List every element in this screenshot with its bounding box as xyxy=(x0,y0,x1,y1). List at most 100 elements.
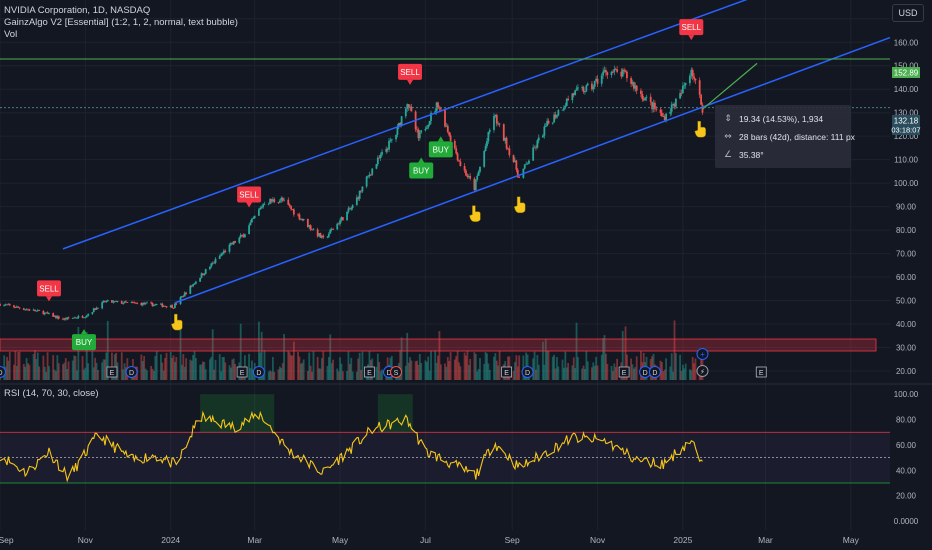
candle-body xyxy=(238,237,241,243)
candle-body xyxy=(92,308,95,313)
candle-body xyxy=(214,258,217,263)
candle-body xyxy=(669,111,672,114)
volume-bar xyxy=(34,350,36,380)
volume-bar xyxy=(456,350,459,380)
candle-body xyxy=(189,285,192,294)
volume-bar xyxy=(444,363,446,380)
volume-bar xyxy=(376,353,379,380)
volume-bar xyxy=(175,357,178,380)
candle-body xyxy=(87,314,90,316)
volume-bar xyxy=(263,350,266,380)
volume-bar xyxy=(681,364,684,380)
candle-body xyxy=(670,104,673,112)
currency-button[interactable]: USD xyxy=(892,4,924,22)
candle-body xyxy=(515,160,518,170)
volume-bar xyxy=(204,369,207,380)
candle-body xyxy=(640,90,642,94)
volume-bar xyxy=(406,332,409,380)
price-grid xyxy=(0,0,890,530)
time-tick-label: Nov xyxy=(590,535,606,545)
volume-bar xyxy=(567,362,570,380)
indicator-title[interactable]: GainzAlgo V2 [Essential] (1:2, 1, 2, nor… xyxy=(4,17,238,28)
candle-body xyxy=(136,303,139,304)
volume-bar xyxy=(516,366,519,380)
candle-body xyxy=(444,109,446,127)
volume-bar xyxy=(164,357,167,380)
candle-body xyxy=(153,304,155,307)
candle-body xyxy=(396,126,399,135)
volume-bar xyxy=(672,371,674,380)
candle-body xyxy=(504,137,507,141)
candle-body xyxy=(292,209,295,215)
candle-body xyxy=(36,310,39,311)
volume-bar xyxy=(459,366,462,380)
symbol-title[interactable]: NVIDIA Corporation, 1D, NASDAQ xyxy=(4,5,151,16)
volume-bar xyxy=(336,368,339,380)
volume-bar xyxy=(174,361,176,380)
candle-body xyxy=(74,317,77,319)
volume-bar xyxy=(17,352,20,380)
candle-body xyxy=(64,318,67,320)
candle-body xyxy=(497,123,500,125)
volume-bar xyxy=(469,358,472,380)
volume-bar xyxy=(77,327,80,380)
candle-body xyxy=(507,148,509,150)
volume-bar xyxy=(64,358,67,380)
candle-body xyxy=(486,141,488,147)
measure-price-row: ⇕ 19.34 (14.53%), 1,934 xyxy=(723,114,823,124)
candle-body xyxy=(116,301,119,302)
candle-body xyxy=(502,124,505,141)
candle-body xyxy=(290,206,292,209)
candle-body xyxy=(465,170,467,176)
candle-body xyxy=(479,166,481,172)
price-tick-label: 60.00 xyxy=(896,273,917,282)
volume-bar xyxy=(553,354,556,380)
candle-body xyxy=(602,71,605,76)
candle-body xyxy=(183,292,186,297)
rsi-tick-label: 0.0000 xyxy=(894,517,919,526)
volume-bar xyxy=(312,351,315,380)
candle-body xyxy=(498,123,501,125)
volume-bar xyxy=(542,341,544,380)
dividend-marker xyxy=(648,366,661,378)
candle-body xyxy=(351,205,354,209)
volume-bar xyxy=(358,352,361,380)
candle-body xyxy=(435,102,438,112)
volume-bar xyxy=(437,355,439,380)
volume-bar xyxy=(670,353,673,380)
volume-bar xyxy=(435,362,438,380)
volume-bar xyxy=(57,363,60,380)
rsi-title[interactable]: RSI (14, 70, 30, close) xyxy=(4,388,99,399)
volume-bar xyxy=(74,356,77,380)
lightning-icon: ⚡ xyxy=(700,368,705,376)
volume-bar xyxy=(210,356,213,380)
volume-bar xyxy=(224,362,227,380)
candle-body xyxy=(385,148,388,152)
price-axis[interactable]: 20.00 30.00 40.00 50.00 60.00 70.00 80.00 90.00… xyxy=(894,15,919,376)
price-tick-label: 100.00 xyxy=(894,179,919,188)
volume-bar xyxy=(404,365,407,380)
candle-body xyxy=(67,317,70,319)
lightning-icon xyxy=(696,365,709,377)
event-markers[interactable]: DEDEDEDSDEEDDE+⚡ xyxy=(0,348,767,378)
candle-body xyxy=(428,121,431,125)
volume-bar xyxy=(277,369,280,380)
candle-body xyxy=(425,127,428,129)
signal-bubbles[interactable]: SELL BUY SELL SELL BUY BUY SELL xyxy=(36,19,704,351)
candle-body xyxy=(585,85,588,92)
candle-body xyxy=(626,71,628,79)
time-axis[interactable]: Sep Nov 2024 Mar May Jul Sep Nov 2025 Mar May xyxy=(0,535,860,545)
signal-label: SELL xyxy=(239,191,259,200)
volume-bar xyxy=(694,358,697,380)
volume-bar xyxy=(36,352,39,380)
candle-body xyxy=(536,140,539,148)
candle-body xyxy=(250,218,253,223)
candle-body xyxy=(154,304,157,306)
candle-body xyxy=(17,306,20,308)
candle-body xyxy=(561,109,564,111)
volume-title[interactable]: Vol xyxy=(4,29,18,40)
volume-bar xyxy=(46,352,49,380)
volume-bar xyxy=(430,350,432,380)
candle-body xyxy=(458,160,460,162)
